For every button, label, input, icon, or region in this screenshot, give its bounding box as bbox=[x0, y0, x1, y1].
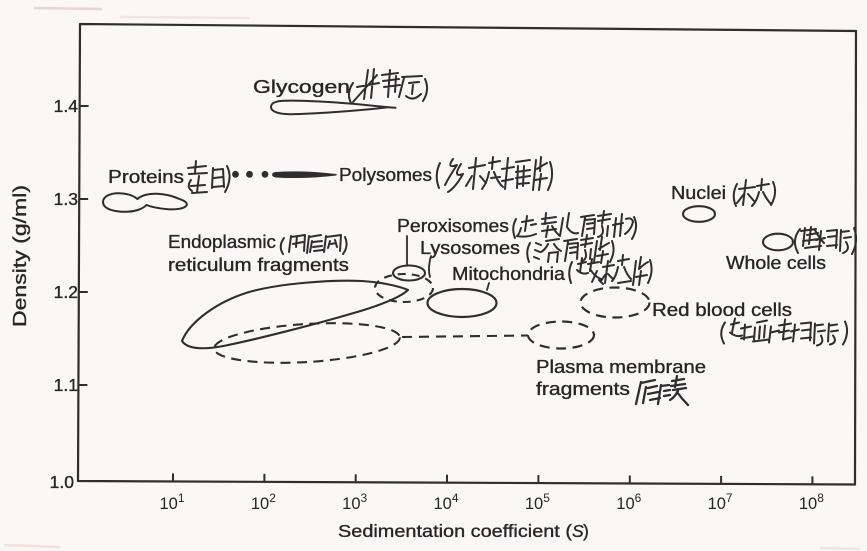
svg-text:1.0: 1.0 bbox=[50, 472, 75, 492]
svg-text:Density (g/ml): Density (g/ml) bbox=[10, 185, 30, 327]
svg-text:): ) bbox=[583, 521, 589, 541]
svg-text:1.2: 1.2 bbox=[54, 282, 78, 302]
svg-text:Nuclei: Nuclei bbox=[671, 183, 726, 203]
svg-text:Lysosomes: Lysosomes bbox=[420, 238, 520, 258]
svg-text:1.4: 1.4 bbox=[54, 96, 79, 116]
svg-text:Glycogen: Glycogen bbox=[253, 77, 350, 97]
svg-text:Whole cells: Whole cells bbox=[726, 253, 826, 273]
svg-text:Polysomes: Polysomes bbox=[339, 165, 432, 185]
svg-text:1.1: 1.1 bbox=[54, 375, 78, 395]
svg-text:S: S bbox=[572, 521, 584, 541]
svg-text:Peroxisomes: Peroxisomes bbox=[397, 216, 509, 236]
svg-text:Red blood cells: Red blood cells bbox=[652, 300, 792, 320]
svg-text:Proteins: Proteins bbox=[108, 167, 184, 187]
svg-text:Plasma membrane: Plasma membrane bbox=[536, 357, 706, 377]
svg-text:Endoplasmic: Endoplasmic bbox=[168, 232, 276, 252]
svg-text:Sedimentation coefficient (: Sedimentation coefficient ( bbox=[338, 521, 572, 541]
svg-text:1.3: 1.3 bbox=[54, 189, 78, 209]
svg-text:fragments: fragments bbox=[536, 379, 630, 399]
svg-text:reticulum fragments: reticulum fragments bbox=[168, 255, 349, 275]
svg-text:Mitochondria: Mitochondria bbox=[452, 264, 566, 284]
